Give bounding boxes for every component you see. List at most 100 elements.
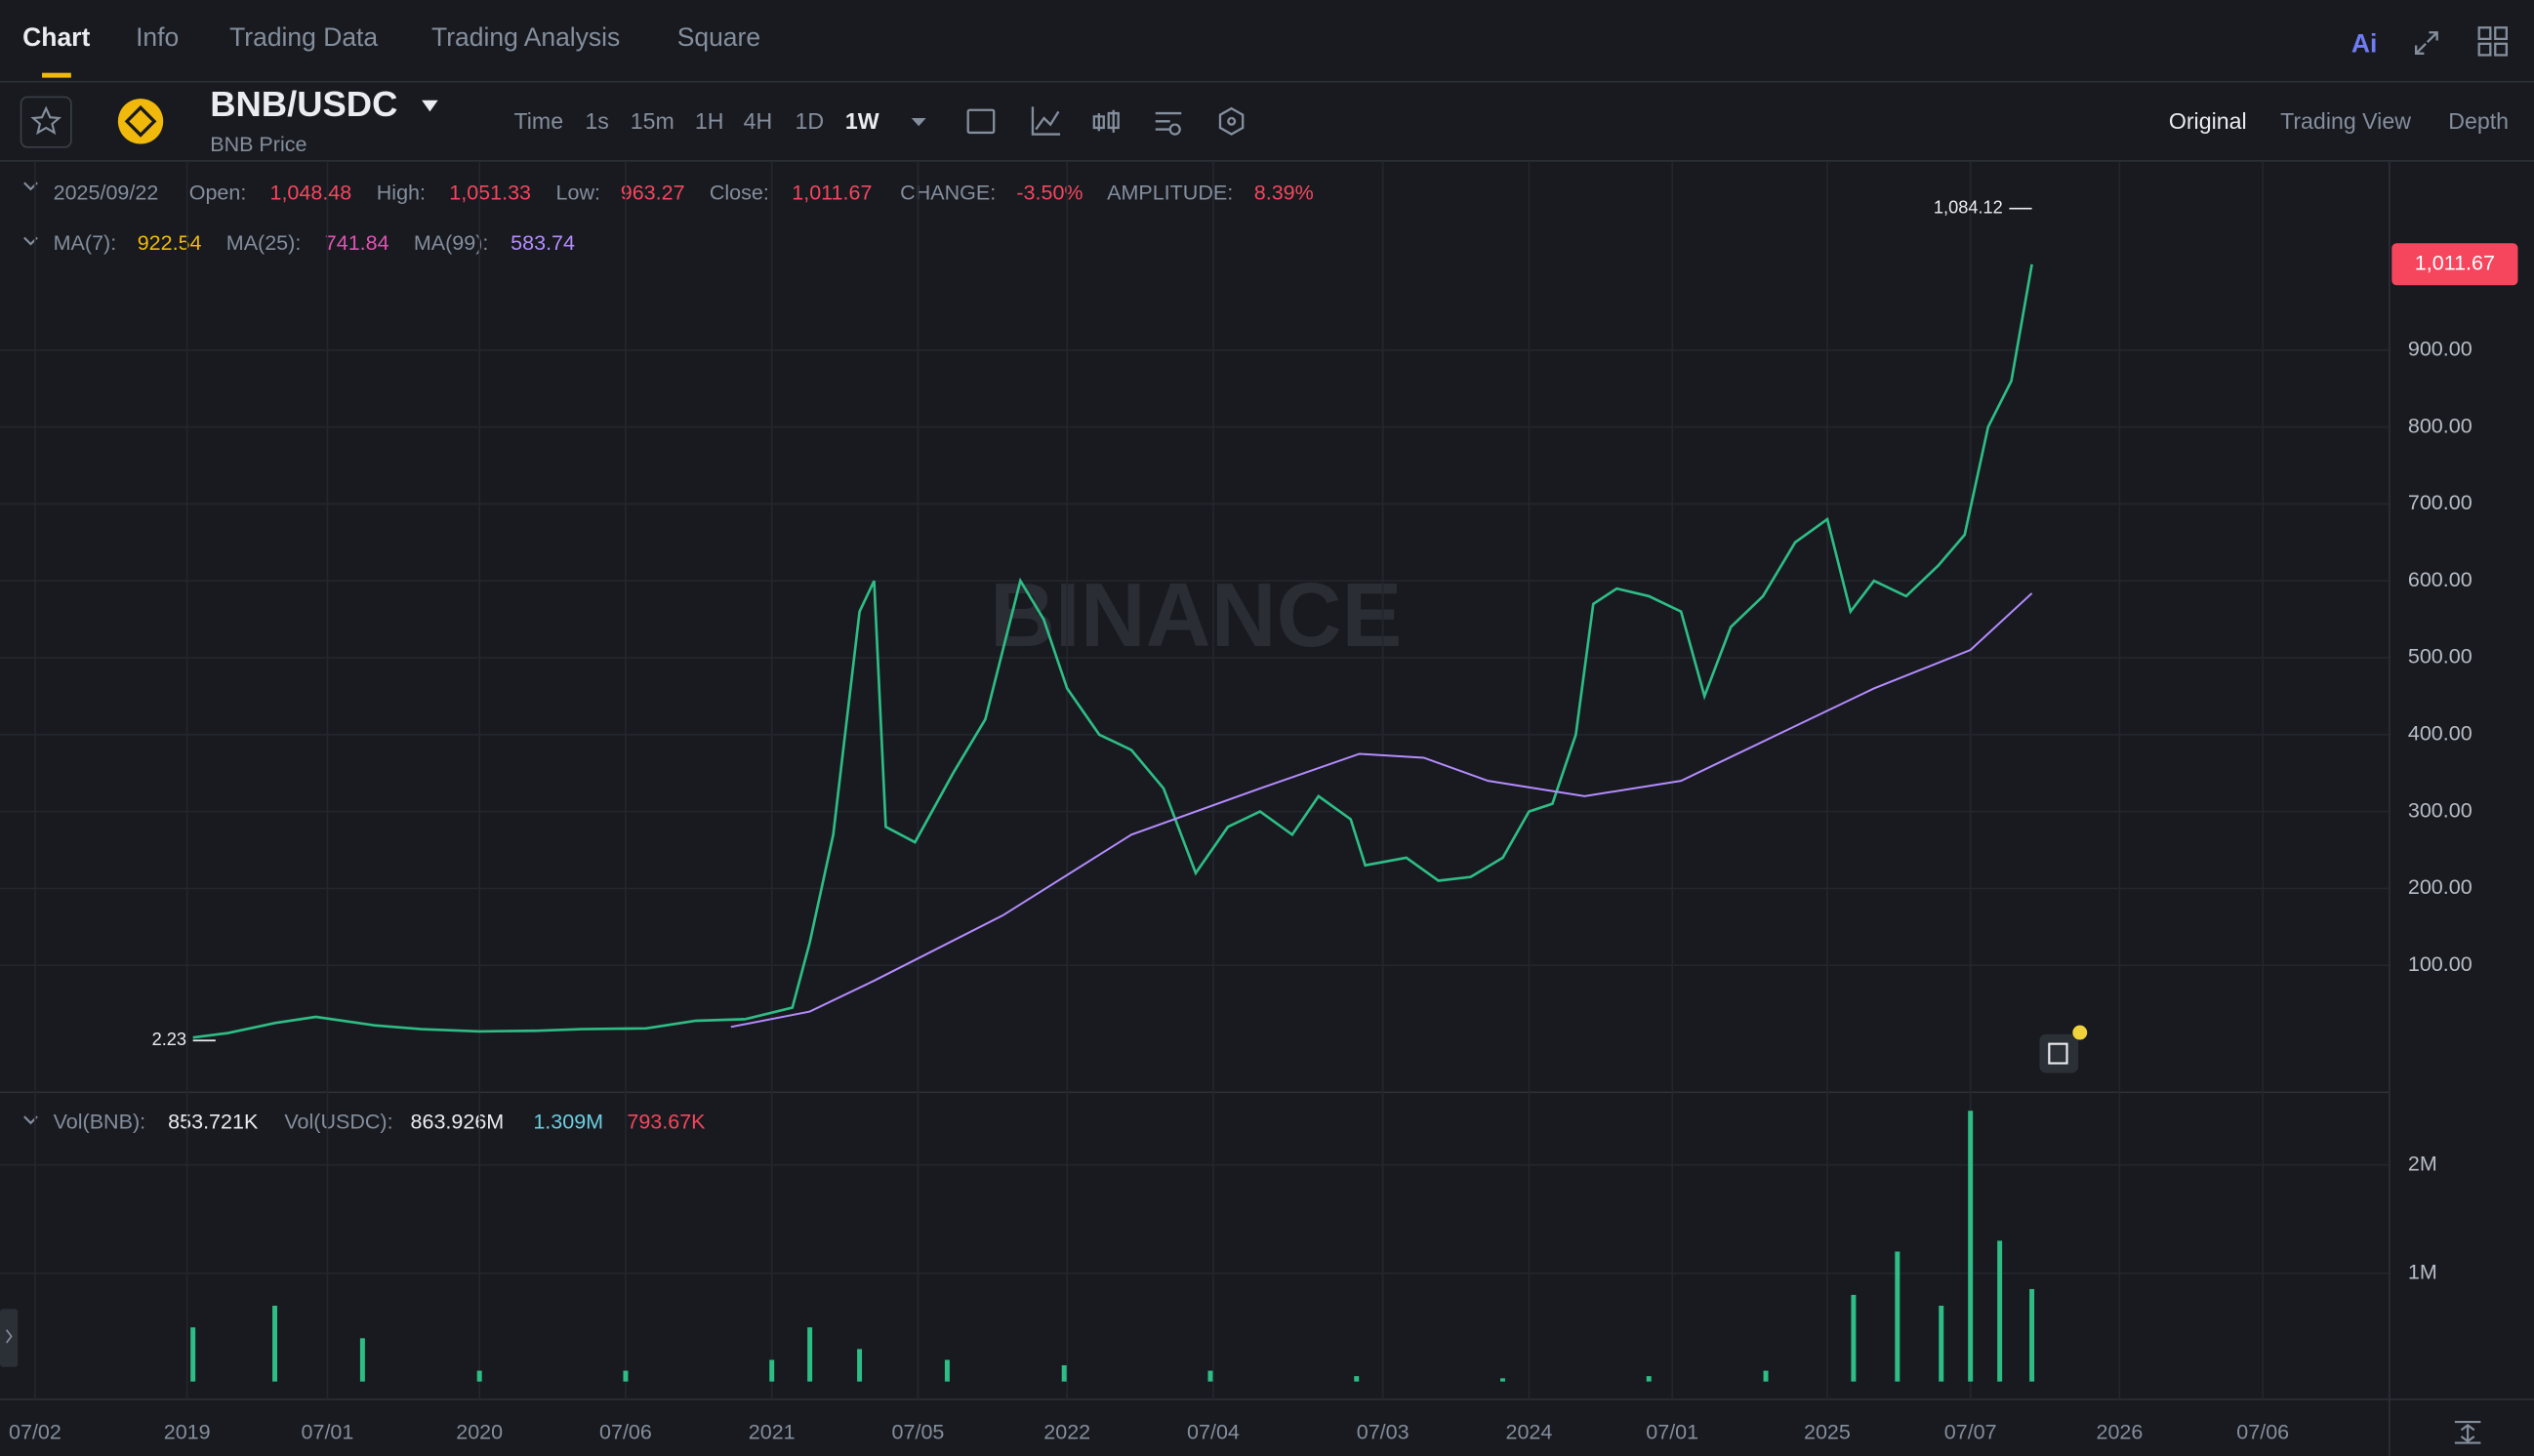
pair-subtitle: BNB Price: [210, 133, 307, 156]
x-tick-label: 2022: [1043, 1420, 1090, 1443]
vol-ma: 1.309M: [533, 1110, 603, 1133]
x-tick-label: 2020: [456, 1420, 503, 1443]
dropdown-icon[interactable]: [422, 100, 438, 112]
volume-bar: [1499, 1378, 1505, 1382]
interval-dropdown[interactable]: [911, 118, 926, 127]
vol-label: Vol(BNB):: [54, 1110, 145, 1133]
x-tick-label: 2024: [1505, 1420, 1552, 1443]
active-tab-indicator: [42, 72, 71, 78]
interval[interactable]: 1H: [695, 108, 724, 134]
ma-label: MA(99):: [414, 231, 489, 255]
stat-value: 1,011.67: [792, 182, 872, 205]
indicator-icon[interactable]: [1155, 111, 1182, 136]
star-icon: [30, 105, 62, 136]
y-tick-label: 700.00: [2408, 491, 2473, 514]
tab[interactable]: Info: [136, 22, 179, 52]
x-tick-label: 2025: [1804, 1420, 1851, 1443]
volume-bar: [1895, 1251, 1900, 1382]
view-option[interactable]: Trading View: [2280, 108, 2411, 134]
tab[interactable]: Trading Data: [229, 22, 378, 52]
volume-bar: [1061, 1365, 1067, 1382]
interval[interactable]: 4H: [744, 108, 773, 134]
y-tick-label: 200.00: [2408, 875, 2473, 899]
volume-bar: [272, 1305, 278, 1382]
news-button[interactable]: [2039, 1033, 2079, 1073]
scale-reset-icon[interactable]: [2454, 1421, 2481, 1444]
vol-value: 853.721K: [168, 1110, 259, 1133]
y-tick-label: 1M: [2408, 1260, 2437, 1283]
favorite-button[interactable]: [20, 96, 72, 148]
x-tick-label: 07/01: [302, 1420, 354, 1443]
tab[interactable]: Chart: [22, 22, 90, 52]
volume-bar: [1646, 1376, 1652, 1382]
ai-icon[interactable]: Ai: [2351, 29, 2377, 59]
candle-icon[interactable]: [1092, 109, 1120, 133]
x-tick-label: 07/04: [1187, 1420, 1240, 1443]
ma-value: 741.84: [325, 231, 389, 255]
y-tick-label: 500.00: [2408, 645, 2473, 668]
info-date: 2025/09/22: [54, 182, 159, 205]
x-tick-label: 07/06: [599, 1420, 652, 1443]
stat-value: -3.50%: [1016, 182, 1083, 205]
layout-icon[interactable]: [2477, 26, 2509, 57]
collapse-icon[interactable]: [2414, 31, 2438, 55]
notification-dot: [2072, 1025, 2088, 1040]
ma-value: 922.54: [138, 231, 202, 255]
volume-bar: [1851, 1294, 1857, 1382]
volume-bar: [623, 1370, 629, 1382]
interval[interactable]: 1W: [845, 108, 879, 134]
volume-bar: [769, 1359, 775, 1382]
volume-bar: [1997, 1240, 2003, 1382]
news-icon: [2048, 1042, 2068, 1065]
coin-glyph: [124, 104, 157, 138]
x-tick-label: 07/03: [1357, 1420, 1410, 1443]
stat-label: High:: [377, 182, 426, 205]
calendar-icon[interactable]: [966, 108, 996, 135]
y-tick-label: 600.00: [2408, 568, 2473, 591]
stat-value: 1,051.33: [449, 182, 531, 205]
y-tick-label: 800.00: [2408, 414, 2473, 437]
stat-value: 1,048.48: [269, 182, 351, 205]
x-tick-label: 2021: [749, 1420, 796, 1443]
volume-bar: [944, 1359, 950, 1382]
price-line: [192, 263, 2033, 1039]
volume-bar: [1207, 1370, 1213, 1382]
line-chart-icon[interactable]: [1031, 106, 1061, 136]
side-toggle-arrow: [5, 1329, 13, 1344]
side-toggle[interactable]: [0, 1309, 19, 1367]
ma-label: MA(7):: [54, 231, 117, 255]
interval[interactable]: Time: [513, 108, 563, 134]
price-line: [730, 592, 2033, 1029]
vol-label: Vol(USDC):: [284, 1110, 392, 1133]
coin-icon: [117, 99, 164, 144]
x-tick-label: 07/06: [2236, 1420, 2289, 1443]
tab[interactable]: Square: [677, 22, 760, 52]
stat-label: AMPLITUDE:: [1107, 182, 1233, 205]
x-tick-label: 07/02: [9, 1420, 61, 1443]
stat-value: 963.27: [621, 182, 685, 205]
stat-label: CHANGE:: [900, 182, 996, 205]
interval[interactable]: 1s: [585, 108, 608, 134]
volume-bar: [359, 1338, 365, 1382]
view-option[interactable]: Depth: [2448, 108, 2509, 134]
y-tick-label: 2M: [2408, 1152, 2437, 1175]
volume-bar: [1968, 1111, 1974, 1382]
stat-label: Low:: [556, 182, 600, 205]
pair-title[interactable]: BNB/USDC: [210, 84, 397, 124]
y-tick-label: 100.00: [2408, 952, 2473, 976]
x-tick-label: 2019: [164, 1420, 211, 1443]
interval[interactable]: 15m: [631, 108, 674, 134]
low-label: 2.23: [152, 1030, 186, 1049]
volume-bar: [190, 1327, 196, 1382]
interval[interactable]: 1D: [796, 108, 825, 134]
view-option[interactable]: Original: [2169, 108, 2247, 134]
stat-value: 8.39%: [1254, 182, 1314, 205]
y-tick-label: 300.00: [2408, 798, 2473, 822]
volume-bar: [476, 1370, 482, 1382]
settings-icon[interactable]: [1218, 106, 1245, 136]
last-price-tag: [2391, 243, 2518, 286]
tab[interactable]: Trading Analysis: [431, 22, 620, 52]
volume-bar: [1763, 1370, 1769, 1382]
